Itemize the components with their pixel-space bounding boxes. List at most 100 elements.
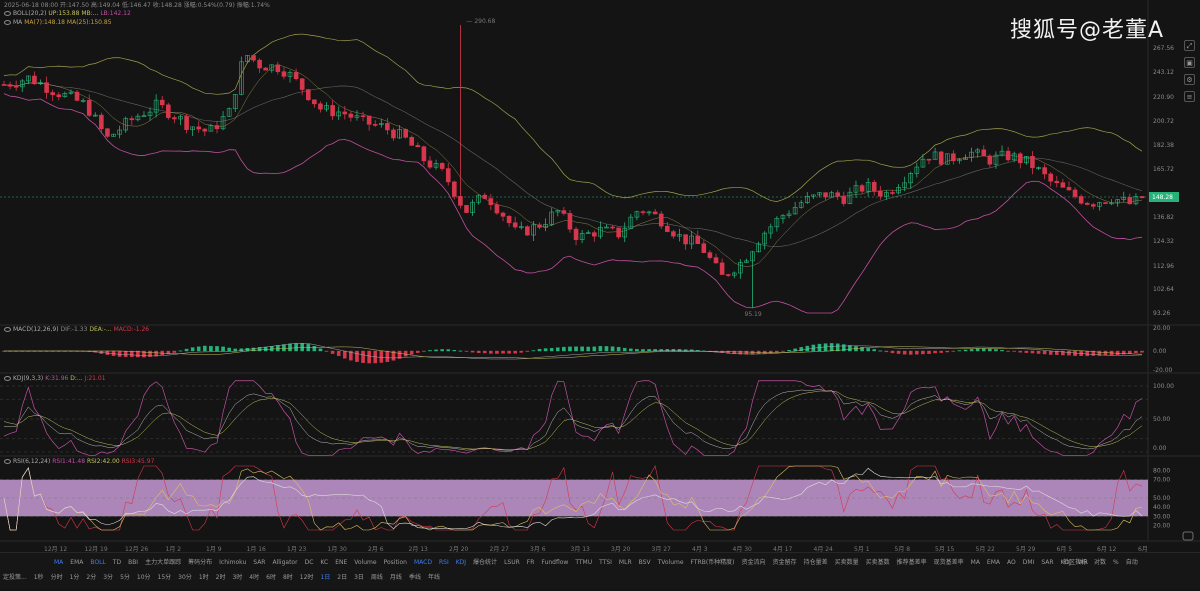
indicator-tab-25[interactable]: BSV bbox=[638, 559, 651, 566]
indicator-tab-1[interactable]: EMA bbox=[70, 559, 84, 566]
indicator-tab-10[interactable]: DC bbox=[304, 559, 314, 566]
interval-tab-10[interactable]: 1时 bbox=[198, 574, 209, 581]
macd-bar bbox=[123, 350, 128, 357]
macd-legend[interactable]: MACD(12,26,9) DIF:-1.33 DEA:-... MACD:-1… bbox=[4, 325, 149, 334]
indicator-tab-41[interactable]: WR bbox=[1077, 559, 1088, 566]
interval-tab-12[interactable]: 3时 bbox=[232, 574, 243, 581]
indicator-tab-37[interactable]: AO bbox=[1007, 559, 1016, 566]
indicator-tab-33[interactable]: 推荐基差率 bbox=[896, 559, 927, 566]
interval-tab-13[interactable]: 4时 bbox=[249, 574, 260, 581]
interval-tab-4[interactable]: 2分 bbox=[86, 574, 97, 581]
indicator-tab-7[interactable]: Ichimoku bbox=[219, 559, 247, 566]
indicator-tab-30[interactable]: 持仓量差 bbox=[803, 559, 828, 566]
indicator-tab-5[interactable]: 主力大单跟踪 bbox=[145, 559, 182, 566]
interval-tab-18[interactable]: 2日 bbox=[337, 574, 348, 581]
interval-tab-7[interactable]: 10分 bbox=[136, 574, 151, 581]
indicator-tab-28[interactable]: 资金流向 bbox=[741, 559, 766, 566]
indicator-tab-22[interactable]: TTMU bbox=[575, 559, 593, 566]
indicator-tab-29[interactable]: 资金留存 bbox=[772, 559, 797, 566]
current-price-tag bbox=[1149, 192, 1179, 202]
eye-icon[interactable] bbox=[4, 376, 11, 381]
candle-body bbox=[1115, 199, 1120, 204]
kdj-legend[interactable]: KDJ(9,3,3) K:31.96 D:... J:21.01 bbox=[4, 374, 106, 383]
eye-icon[interactable] bbox=[4, 459, 11, 464]
indicator-tab-8[interactable]: SAR bbox=[253, 559, 266, 566]
macd-bar bbox=[1097, 350, 1102, 356]
interval-tab-3[interactable]: 1分 bbox=[69, 574, 80, 581]
indicator-tab-39[interactable]: SAR bbox=[1041, 559, 1054, 566]
interval-tab-6[interactable]: 5分 bbox=[120, 574, 130, 581]
indicator-tab-0[interactable]: MA bbox=[54, 559, 64, 566]
date-tick-25: 6月 5 bbox=[1056, 546, 1073, 553]
indicator-tab-36[interactable]: EMA bbox=[986, 559, 1000, 566]
indicator-tab-40[interactable]: KDJ bbox=[1060, 559, 1071, 566]
indicator-option-0[interactable]: 社区指标 bbox=[1063, 559, 1088, 566]
indicator-tab-27[interactable]: FTRB(币种精度) bbox=[690, 559, 735, 566]
interval-tab-5[interactable]: 3分 bbox=[103, 574, 114, 581]
indicator-tab-14[interactable]: Position bbox=[383, 559, 407, 566]
eye-icon[interactable] bbox=[4, 20, 11, 25]
macd-bar bbox=[263, 346, 268, 352]
indicator-tab-4[interactable]: BBI bbox=[128, 559, 139, 566]
ma-legend[interactable]: MA MA(7):148.18 MA(25):150.85 bbox=[4, 18, 112, 27]
indicator-option-1[interactable]: 对数 bbox=[1094, 559, 1107, 566]
indicator-option-2[interactable]: % bbox=[1113, 559, 1119, 566]
interval-tab-9[interactable]: 30分 bbox=[178, 574, 192, 581]
indicator-tab-9[interactable]: Alligator bbox=[272, 559, 298, 566]
macd-bar bbox=[428, 350, 432, 352]
interval-tab-8[interactable]: 15分 bbox=[157, 574, 172, 581]
indicator-tab-32[interactable]: 买卖基数 bbox=[865, 559, 890, 566]
macd-axis-label: 20.00 bbox=[1153, 325, 1170, 332]
rsi-legend[interactable]: RSI(6,12,24) RSI1:41.48 RSI2:42.00 RSI3:… bbox=[4, 457, 154, 466]
indicator-tab-2[interactable]: BOLL bbox=[90, 559, 106, 566]
interval-tab-22[interactable]: 季线 bbox=[408, 574, 421, 581]
indicator-tab-11[interactable]: KC bbox=[320, 559, 329, 566]
layers-icon[interactable]: ≡ bbox=[1184, 91, 1195, 102]
interval-tab-1[interactable]: 1秒 bbox=[33, 574, 44, 581]
macd-dea-line bbox=[4, 346, 1143, 359]
indicator-tab-24[interactable]: MLR bbox=[618, 559, 632, 566]
indicator-tab-38[interactable]: DMI bbox=[1022, 559, 1035, 566]
indicator-tab-35[interactable]: MA bbox=[970, 559, 980, 566]
indicator-tab-34[interactable]: 现货基差率 bbox=[933, 559, 964, 566]
indicator-tab-20[interactable]: FR bbox=[526, 559, 535, 566]
boll-legend[interactable]: BOLL(20,2) UP:153.88 MB:... LB:142.12 bbox=[4, 9, 131, 18]
indicator-option-3[interactable]: 自动 bbox=[1125, 559, 1138, 566]
interval-tab-20[interactable]: 周线 bbox=[370, 574, 383, 581]
eye-icon[interactable] bbox=[4, 327, 11, 332]
indicator-tab-26[interactable]: TVolume bbox=[657, 559, 684, 566]
interval-tab-14[interactable]: 6时 bbox=[266, 574, 276, 581]
indicator-tab-3[interactable]: TD bbox=[112, 559, 122, 566]
indicator-tab-23[interactable]: TTSI bbox=[599, 559, 612, 566]
candle-body bbox=[750, 251, 755, 262]
indicator-tab-6[interactable]: 筹码分布 bbox=[188, 559, 213, 566]
indicator-tab-21[interactable]: Fundflow bbox=[541, 559, 569, 566]
interval-tab-19[interactable]: 3日 bbox=[354, 574, 364, 581]
lock-icon[interactable] bbox=[1182, 531, 1194, 541]
camera-icon[interactable]: ▣ bbox=[1184, 57, 1195, 68]
interval-tab-21[interactable]: 月线 bbox=[389, 574, 402, 581]
interval-tab-15[interactable]: 8时 bbox=[282, 574, 293, 581]
indicator-tab-16[interactable]: RSI bbox=[438, 559, 449, 566]
interval-tab-11[interactable]: 2时 bbox=[215, 574, 226, 581]
settings-icon[interactable]: ⚙ bbox=[1184, 74, 1195, 85]
interval-tab-16[interactable]: 12时 bbox=[299, 574, 314, 581]
indicator-tab-18[interactable]: 爆仓统计 bbox=[473, 559, 498, 566]
interval-tab-2[interactable]: 分时 bbox=[50, 574, 63, 581]
candle-body bbox=[372, 124, 378, 126]
date-tick-2: 12月 26 bbox=[125, 546, 149, 553]
indicator-tab-31[interactable]: 买卖数量 bbox=[834, 559, 859, 566]
interval-tab-0[interactable]: 定投策... bbox=[3, 574, 27, 581]
indicator-tab-15[interactable]: MACD bbox=[413, 559, 432, 566]
expand-icon[interactable]: ⤢ bbox=[1184, 40, 1195, 51]
indicator-tab-19[interactable]: LSUR bbox=[504, 559, 520, 566]
indicator-tab-13[interactable]: Volume bbox=[354, 559, 377, 566]
interval-tab-17[interactable]: 1日 bbox=[320, 574, 331, 581]
interval-tab-23[interactable]: 年线 bbox=[427, 574, 440, 581]
macd-bar bbox=[336, 350, 341, 357]
indicator-tab-12[interactable]: ENE bbox=[335, 559, 348, 566]
indicator-tab-17[interactable]: KDJ bbox=[455, 559, 467, 566]
eye-icon[interactable] bbox=[4, 11, 11, 16]
